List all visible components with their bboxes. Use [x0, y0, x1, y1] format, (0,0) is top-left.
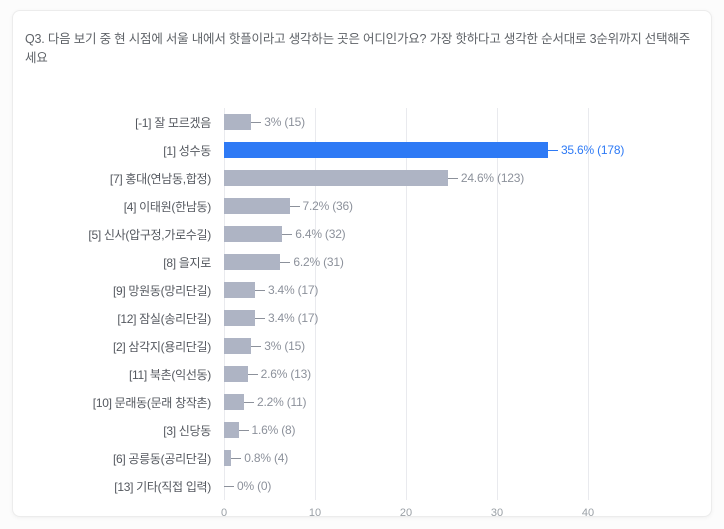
- leader-dash: [251, 121, 262, 123]
- bar-row: [7] 홍대(연남동,합정) 24.6% (123): [23, 164, 699, 192]
- value-label: 3.4% (17): [267, 283, 319, 297]
- bar-track: 6.2% (31): [224, 248, 699, 276]
- bar: [224, 394, 245, 410]
- value-label: 3% (15): [264, 115, 305, 129]
- bar: [224, 338, 252, 354]
- value-label: 6.2% (31): [293, 255, 344, 269]
- leader-dash: [289, 205, 300, 207]
- bar-track: 0.8% (4): [224, 444, 699, 472]
- category-label: [11] 북촌(익선동): [128, 367, 211, 382]
- bar-row: [10] 문래동(문래 창작촌) 2.2% (11): [23, 388, 699, 416]
- bar-row: [2] 삼각지(용리단길) 3% (15): [23, 332, 699, 360]
- bar: [224, 198, 290, 214]
- category-label: [13] 기타(직접 입력): [114, 479, 211, 494]
- bar: [224, 282, 255, 298]
- bar-track: 3% (15): [224, 108, 699, 136]
- category-label: [8] 을지로: [163, 255, 211, 270]
- leader-dash: [224, 485, 234, 487]
- bar: [224, 366, 248, 382]
- bar-row: [5] 신사(압구정,가로수길) 6.4% (32): [23, 220, 699, 248]
- leader-dash: [244, 401, 255, 403]
- bar: [224, 226, 283, 242]
- category-label: [10] 문래동(문래 창작촌): [92, 395, 212, 410]
- x-tick-label: 20: [399, 507, 413, 517]
- bar: [224, 170, 448, 186]
- chart-body: [-1] 잘 모르겠음 3% (15) [1] 성수동 35.6% (178) [7] …: [23, 108, 699, 500]
- bar: [224, 422, 239, 438]
- value-label: 7.2% (36): [302, 199, 353, 213]
- leader-dash: [238, 429, 249, 431]
- bar-track: 1.6% (8): [224, 416, 699, 444]
- question-title: Q3. 다음 보기 중 현 시점에 서울 내에서 핫플이라고 생각하는 곳은 어…: [25, 32, 690, 65]
- x-axis: 0 10 20 30 40: [220, 503, 699, 517]
- bar-row: [13] 기타(직접 입력) 0% (0): [23, 472, 699, 500]
- x-tick-label: 30: [490, 507, 504, 517]
- leader-dash: [247, 373, 258, 375]
- leader-dash: [251, 345, 262, 347]
- bar-track: 3.4% (17): [224, 304, 699, 332]
- bar-track: 0% (0): [224, 472, 699, 500]
- value-label: 24.6% (123): [460, 171, 525, 185]
- bar-track: 2.2% (11): [224, 388, 699, 416]
- bar-chart: [-1] 잘 모르겠음 3% (15) [1] 성수동 35.6% (178) [7] …: [23, 108, 699, 517]
- bar-row: [9] 망원동(망리단길) 3.4% (17): [23, 276, 699, 304]
- value-label: 0% (0): [237, 479, 272, 493]
- leader-dash: [547, 149, 558, 151]
- bar: [224, 254, 281, 270]
- bar-row: [11] 북촌(익선동) 2.6% (13): [23, 360, 699, 388]
- bar-track: 6.4% (32): [224, 220, 699, 248]
- bar-row: [3] 신당동 1.6% (8): [23, 416, 699, 444]
- bar-track: 3% (15): [224, 332, 699, 360]
- bar-row: [6] 공릉동(공리단길) 0.8% (4): [23, 444, 699, 472]
- bar-track: 3.4% (17): [224, 276, 699, 304]
- value-label: 1.6% (8): [251, 423, 296, 437]
- value-label: 3.4% (17): [267, 311, 319, 325]
- category-label: [4] 이태원(한남동): [123, 199, 212, 214]
- leader-dash: [254, 317, 265, 319]
- bar-row: [1] 성수동 35.6% (178): [23, 136, 699, 164]
- value-label: 3% (15): [264, 339, 305, 353]
- value-label: 0.8% (4): [244, 451, 289, 465]
- category-label: [3] 신당동: [163, 423, 211, 438]
- value-label: 6.4% (32): [295, 227, 346, 241]
- category-label: [6] 공릉동(공리단길): [112, 451, 211, 466]
- category-label: [-1] 잘 모르겠음: [135, 115, 211, 130]
- bar-row: [8] 을지로 6.2% (31): [23, 248, 699, 276]
- bar-highlighted: [224, 142, 548, 158]
- bar: [224, 450, 232, 466]
- x-tick-label: 40: [581, 507, 595, 517]
- bar-track: 2.6% (13): [224, 360, 699, 388]
- leader-dash: [280, 261, 291, 263]
- leader-dash: [447, 177, 458, 179]
- category-label: [5] 신사(압구정,가로수길): [88, 227, 211, 242]
- bar-row: [12] 잠실(송리단길) 3.4% (17): [23, 304, 699, 332]
- value-label: 35.6% (178): [560, 143, 625, 157]
- bar-row: [-1] 잘 모르겠음 3% (15): [23, 108, 699, 136]
- value-label: 2.6% (13): [260, 367, 311, 381]
- bar-track: 35.6% (178): [224, 136, 699, 164]
- bar: [224, 310, 255, 326]
- bar-track: 7.2% (36): [224, 192, 699, 220]
- bar: [224, 114, 252, 130]
- bar-row: [4] 이태원(한남동) 7.2% (36): [23, 192, 699, 220]
- leader-dash: [254, 289, 265, 291]
- leader-dash: [231, 457, 242, 459]
- chart-rows: [-1] 잘 모르겠음 3% (15) [1] 성수동 35.6% (178) [7] …: [23, 108, 699, 500]
- x-tick-label: 0: [220, 507, 228, 517]
- category-label: [9] 망원동(망리단길): [112, 283, 211, 298]
- category-label: [12] 잠실(송리단길): [117, 311, 211, 326]
- survey-question-card: Q3. 다음 보기 중 현 시점에 서울 내에서 핫플이라고 생각하는 곳은 어…: [12, 10, 712, 517]
- bar-track: 24.6% (123): [224, 164, 699, 192]
- category-label: [7] 홍대(연남동,합정): [109, 171, 211, 186]
- category-label: [2] 삼각지(용리단길): [112, 339, 211, 354]
- leader-dash: [282, 233, 293, 235]
- value-label: 2.2% (11): [257, 395, 307, 409]
- x-tick-label: 10: [308, 507, 322, 517]
- category-label: [1] 성수동: [163, 143, 211, 158]
